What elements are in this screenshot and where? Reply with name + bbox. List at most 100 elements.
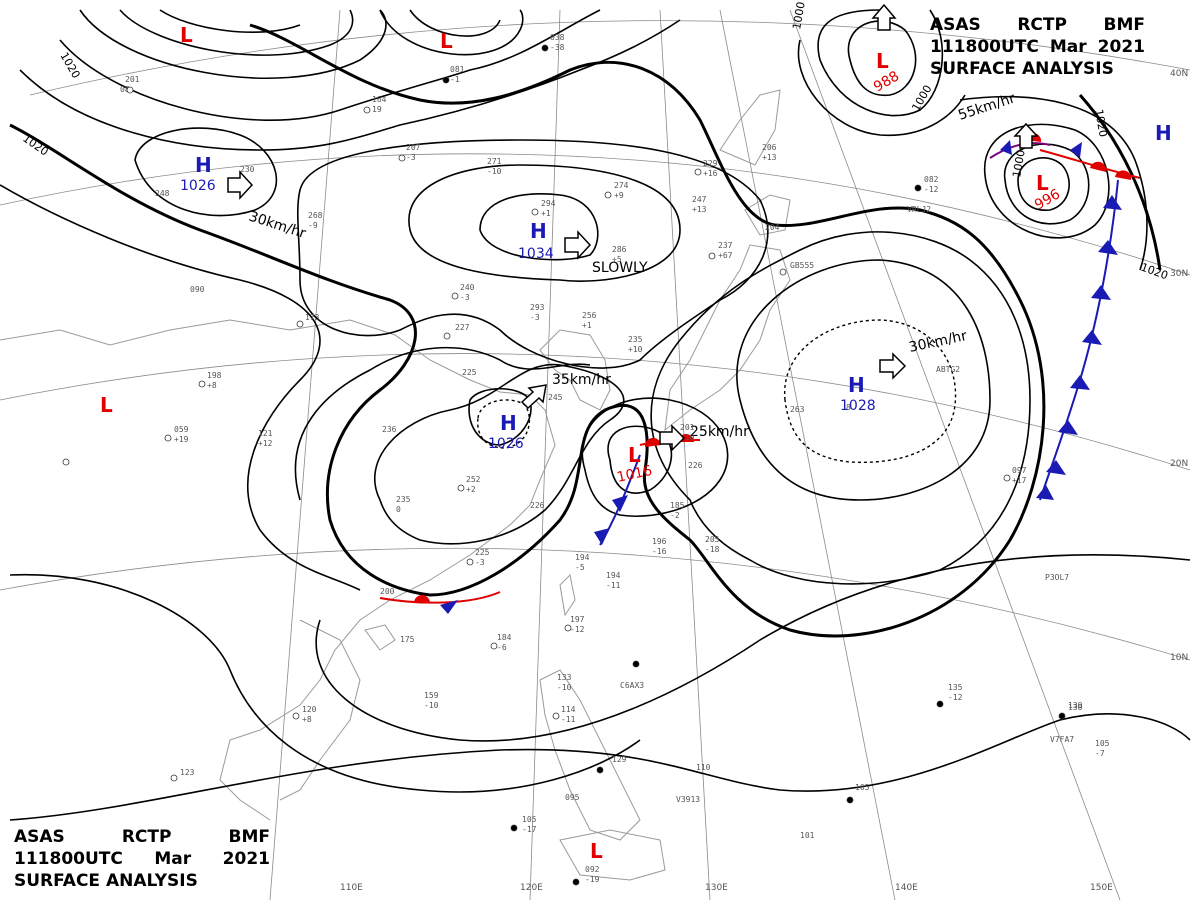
longitude-line-140e <box>719 9 896 901</box>
station-obs: 236 <box>382 425 397 434</box>
station-marker <box>564 624 572 632</box>
coast-philippines <box>539 669 641 841</box>
station-obs: 164 <box>372 95 387 104</box>
station-marker <box>296 320 304 328</box>
isobar-high-west <box>134 127 278 217</box>
station-marker <box>363 106 371 114</box>
station-obs: 256 <box>582 311 597 320</box>
station-obs: 038 <box>550 33 565 42</box>
station-obs: 123 <box>180 768 195 777</box>
lon-label-110e: 110E <box>340 883 363 893</box>
motion-label: 30km/hr <box>247 209 308 242</box>
isobar-dotted-1026 <box>477 399 531 449</box>
station-marker <box>596 766 604 774</box>
station-marker <box>198 380 206 388</box>
cold-front-triangle <box>1070 375 1090 390</box>
station-obs: -3 <box>475 558 485 567</box>
station-marker <box>1058 712 1066 720</box>
station-obs: 229 <box>703 159 718 168</box>
header-month: Mar <box>154 849 192 869</box>
low-pressure-center: L <box>628 443 641 467</box>
high-pressure-center: H <box>195 153 212 177</box>
station-marker <box>936 700 944 708</box>
high-pressure-value: 1026 <box>488 436 524 452</box>
coast-japan <box>664 244 791 432</box>
longitude-line-120e <box>529 9 561 901</box>
station-obs: +13 <box>692 205 707 214</box>
latitude-line-40n <box>29 20 1191 96</box>
isobar-low-996-3 <box>983 123 1110 239</box>
isobar-north-1 <box>79 9 387 80</box>
station-obs: P3OL7 <box>1045 573 1069 582</box>
motion-label: SLOWLY <box>592 260 648 276</box>
station-obs: 185 <box>670 501 685 510</box>
station-obs: -7 <box>1095 749 1105 758</box>
cold-front-triangle <box>1103 195 1122 210</box>
station-obs: 19 <box>372 105 382 114</box>
station-obs: -3 <box>530 313 540 322</box>
station-obs: 120 <box>302 705 317 714</box>
lat-label-40n: 40N <box>1170 69 1188 79</box>
cold-front-triangle <box>1000 140 1012 155</box>
station-marker <box>292 712 300 720</box>
motion-labels: 30km/hr SLOWLY 35km/hr 25km/hr 30km/hr 5… <box>247 90 1018 440</box>
station-obs: 08 <box>120 85 130 94</box>
high-pressure-value: 1028 <box>840 398 876 414</box>
latitude-line-10n <box>0 547 1191 661</box>
motion-label: 35km/hr <box>552 372 611 388</box>
station-marker <box>604 191 612 199</box>
cold-front-triangle <box>1046 460 1066 475</box>
isobar-label: 1020 <box>1139 261 1170 283</box>
station-obs: 081 <box>450 65 465 74</box>
coast-korea <box>539 329 611 411</box>
station-obs: +13 <box>762 153 777 162</box>
station-obs: 294 <box>541 199 556 208</box>
station-marker <box>541 44 549 52</box>
isobar-high-1034-mid <box>408 164 681 282</box>
isobar-low-1016 <box>607 425 673 494</box>
coast-indochina <box>279 619 361 801</box>
motion-arrow-icon <box>659 424 686 452</box>
station-obs: 252 <box>466 475 481 484</box>
header-title: SURFACE ANALYSIS <box>14 871 198 891</box>
station-obs: 201 <box>125 75 140 84</box>
coast-hokkaido <box>744 194 791 236</box>
station-obs: 293 <box>530 303 545 312</box>
station-obs: +5 <box>612 255 622 264</box>
cold-front-triangle <box>594 528 610 545</box>
station-obs: 194 <box>606 571 621 580</box>
station-obs: -19 <box>585 875 600 884</box>
station-obs: 105 <box>1095 739 1110 748</box>
coast-china <box>0 319 556 821</box>
station-obs: -12 <box>948 693 963 702</box>
station-obs: 175 <box>400 635 415 644</box>
station-obs: VRLJ2 <box>907 205 931 214</box>
chart-header-top-right: ASAS RCTP BMF 111800UTC Mar 2021 SURFACE… <box>930 14 1145 80</box>
station-obs: -11 <box>561 715 576 724</box>
isobar-high-1028-outer <box>650 231 1031 585</box>
motion-arrow-icon <box>879 352 907 380</box>
station-obs: -9 <box>308 221 318 230</box>
station-obs: 204 <box>765 223 780 232</box>
station-marker <box>457 484 465 492</box>
station-obs: 235 <box>396 495 411 504</box>
latitude-line-30n <box>0 153 1191 276</box>
header-station: RCTP <box>1017 15 1067 35</box>
station-obs: 226 <box>530 501 545 510</box>
station-markers <box>62 44 1066 886</box>
station-obs: V3913 <box>676 795 700 804</box>
station-obs: -16 <box>652 547 667 556</box>
isobar-high-1028 <box>736 259 991 501</box>
warm-front-semicircle <box>644 437 661 447</box>
station-plots: 201 08 164 19 038 -38 081 -1 207 -3 248 … <box>120 33 1110 884</box>
station-obs: -10 <box>557 683 572 692</box>
station-obs: 207 <box>406 143 421 152</box>
header-row-title: SURFACE ANALYSIS <box>930 58 1145 80</box>
station-obs: +67 <box>718 251 733 260</box>
station-obs: +2 <box>466 485 476 494</box>
chart-header-bottom-left: ASAS RCTP BMF 111800UTC Mar 2021 SURFACE… <box>14 826 270 892</box>
station-obs: -18 <box>705 545 720 554</box>
header-agency: ASAS <box>930 15 981 35</box>
low-pressure-center: L <box>876 49 889 73</box>
cold-front-triangle <box>1058 420 1078 435</box>
